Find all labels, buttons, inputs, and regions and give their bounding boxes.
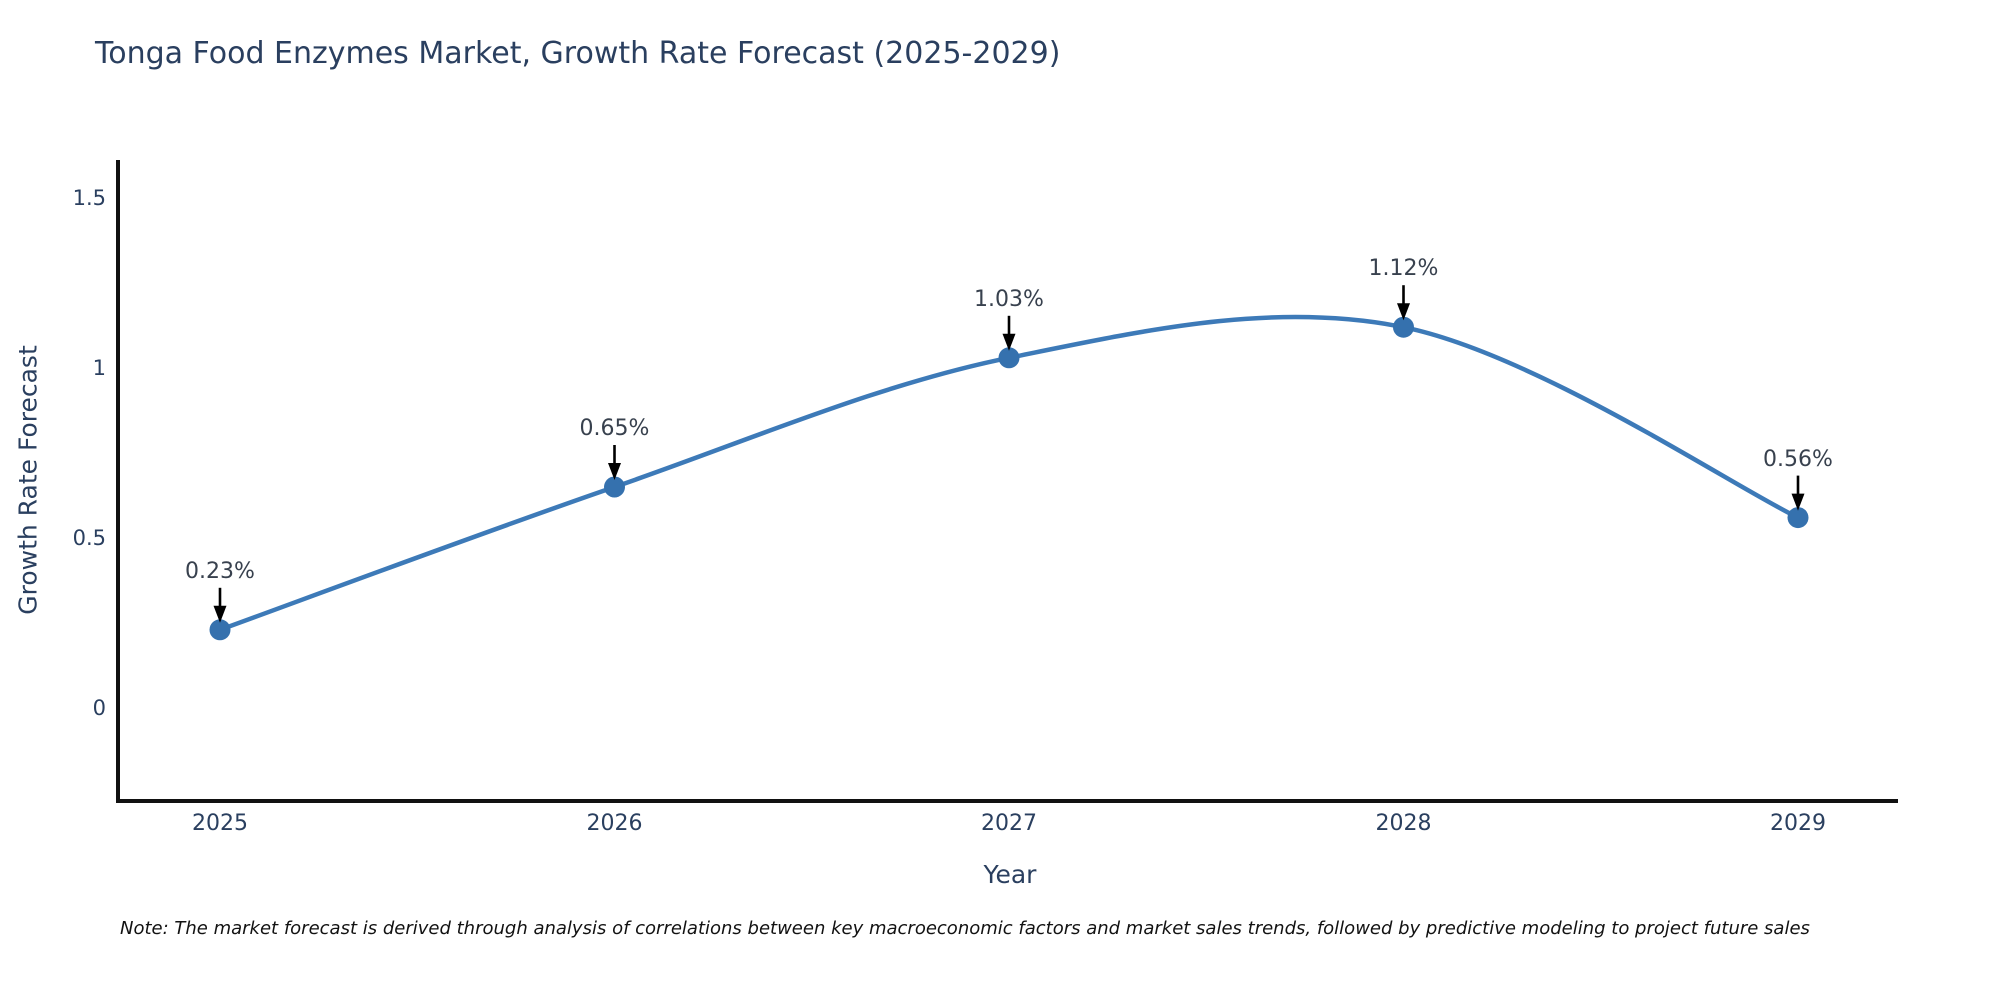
data-point-marker [1787, 507, 1809, 529]
x-axis-title: Year [983, 860, 1037, 889]
y-tick-label: 0 [92, 696, 106, 720]
y-tick-label: 0.5 [72, 526, 106, 550]
x-tick-label: 2028 [1375, 811, 1432, 836]
data-point-label: 0.65% [579, 416, 650, 441]
annotation-arrowhead [1002, 333, 1016, 351]
x-tick-label: 2027 [981, 811, 1037, 836]
footnote: Note: The market forecast is derived thr… [120, 918, 1810, 939]
y-tick-label: 1.5 [72, 186, 106, 210]
data-point-label: 0.56% [1763, 446, 1833, 472]
data-point-marker [1393, 316, 1414, 338]
data-point-marker [998, 347, 1020, 369]
x-tick-label: 2025 [192, 811, 248, 836]
chart-title: Tonga Food Enzymes Market, Growth Rate F… [95, 36, 1061, 71]
y-tick-label: 1 [92, 356, 106, 380]
data-point-label: 1.03% [974, 286, 1044, 312]
data-point-label: 1.12% [1368, 256, 1439, 282]
data-point-marker [209, 619, 231, 641]
x-tick-label: 2029 [1770, 811, 1826, 836]
annotation-arrowhead [1397, 303, 1410, 321]
data-point-label: 0.23% [185, 558, 255, 584]
x-tick-label: 2026 [586, 811, 643, 836]
annotation-arrowhead [213, 605, 227, 623]
data-point-marker [604, 476, 625, 498]
annotation-arrowhead [608, 463, 621, 480]
axes-line [116, 160, 1898, 803]
y-axis-title: Growth Rate Forecast [13, 345, 43, 615]
annotation-arrowhead [1791, 493, 1805, 511]
